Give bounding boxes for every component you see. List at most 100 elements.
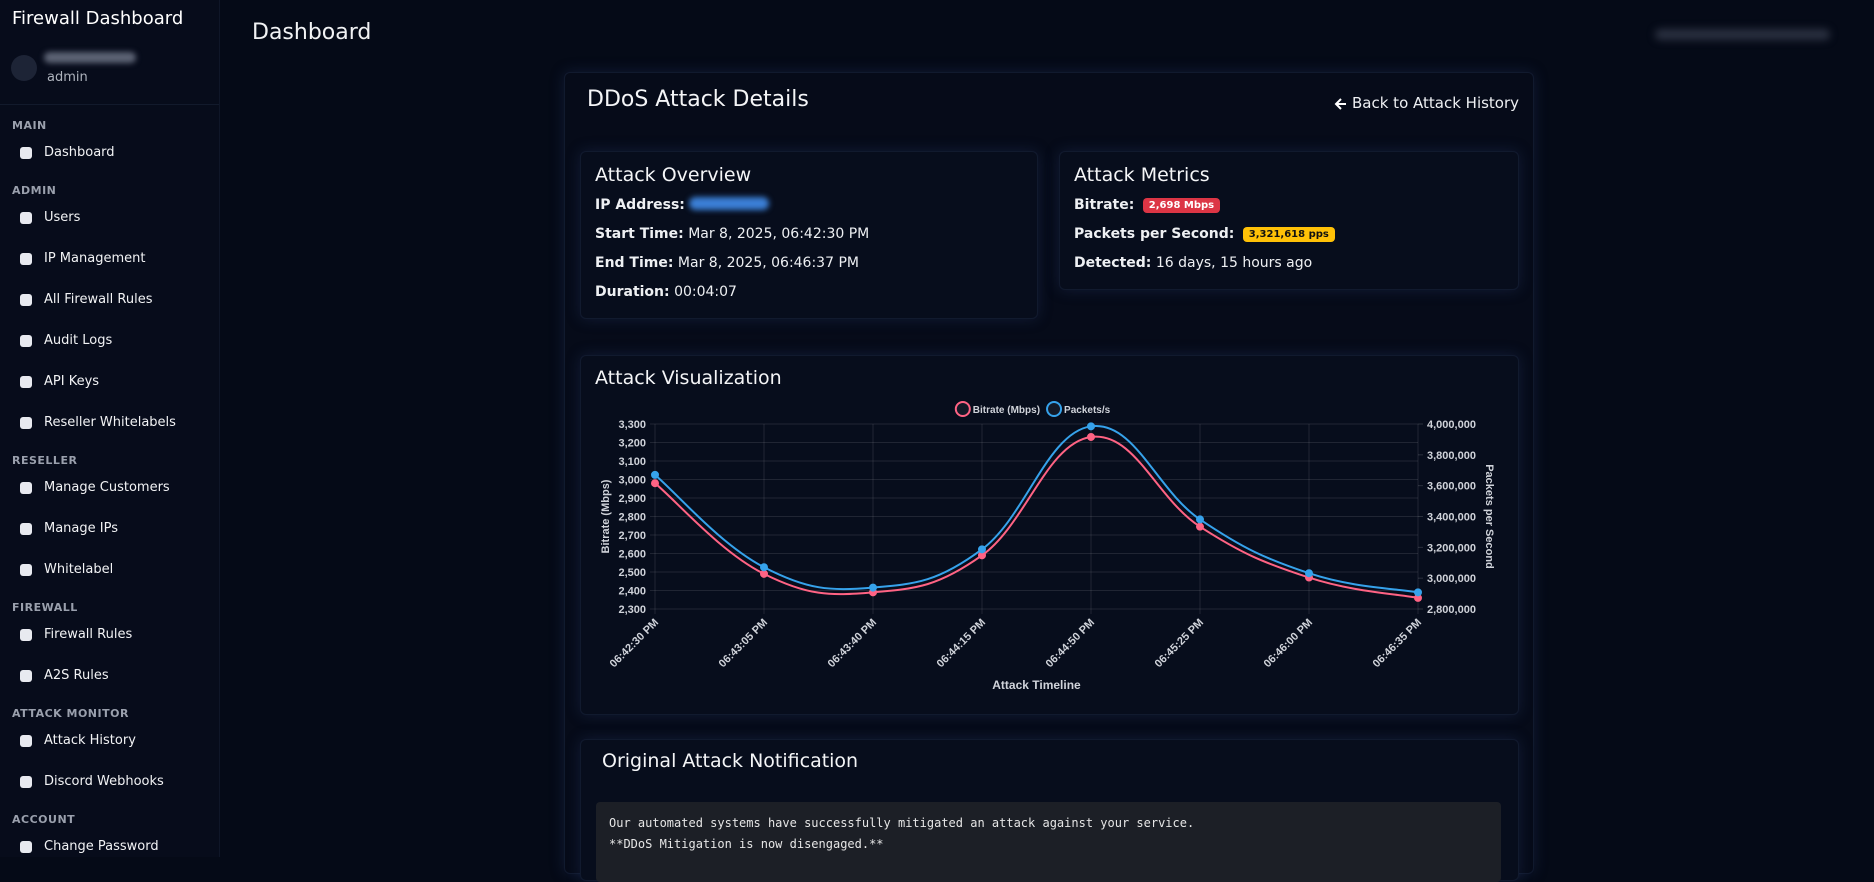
- field: Bitrate: 2,698 Mbps: [1074, 197, 1221, 213]
- nav-section: ATTACK MONITOR: [12, 707, 129, 720]
- y-tick-label: 2,400: [618, 586, 646, 598]
- field-label: Start Time:: [595, 226, 684, 242]
- nav-item[interactable]: Users: [44, 210, 81, 225]
- field: End Time: Mar 8, 2025, 06:46:37 PM: [595, 255, 859, 271]
- field-label: Bitrate:: [1074, 197, 1135, 213]
- y2-tick-label: 3,000,000: [1427, 573, 1476, 585]
- chart-title: Attack Visualization: [595, 367, 782, 389]
- nav-icon: [20, 523, 32, 535]
- nav-item[interactable]: All Firewall Rules: [44, 292, 153, 307]
- field-value-blurred: [689, 197, 770, 210]
- nav-icon: [20, 482, 32, 494]
- y2-tick-label: 3,400,000: [1427, 512, 1476, 524]
- field-label: End Time:: [595, 255, 674, 271]
- nav-item[interactable]: A2S Rules: [44, 668, 109, 683]
- overview-card: Attack Overview IP Address: Start Time: …: [580, 151, 1038, 319]
- metrics-card: Attack Metrics Bitrate: 2,698 Mbps Packet…: [1059, 151, 1519, 290]
- y-tick-label: 2,500: [618, 567, 646, 579]
- nav-item[interactable]: Firewall Rules: [44, 627, 133, 642]
- notification-card: Original Attack Notification Our automat…: [580, 739, 1519, 882]
- x-tick-label: 06:44:15 PM: [935, 617, 988, 670]
- field-badge: 3,321,618 pps: [1242, 227, 1335, 242]
- details-title: DDoS Attack Details: [587, 87, 809, 112]
- nav-item[interactable]: Attack History: [44, 733, 136, 748]
- field-value: Mar 8, 2025, 06:42:30 PM: [688, 226, 870, 242]
- account-blurred: [1655, 29, 1830, 40]
- nav-section: MAIN: [12, 119, 47, 132]
- y-tick-label: 3,000: [618, 475, 646, 487]
- legend-label: Bitrate (Mbps): [973, 405, 1040, 416]
- field-label: Detected:: [1074, 255, 1152, 271]
- page-title: Dashboard: [252, 20, 372, 45]
- field-value: 00:04:07: [674, 284, 737, 300]
- field: Detected: 16 days, 15 hours ago: [1074, 255, 1312, 271]
- divider: [0, 104, 219, 105]
- data-point: [651, 479, 659, 488]
- nav-item[interactable]: API Keys: [44, 374, 100, 389]
- nav-item[interactable]: Discord Webhooks: [44, 774, 164, 789]
- field: Duration: 00:04:07: [595, 284, 737, 300]
- nav-item[interactable]: Audit Logs: [44, 333, 113, 348]
- nav-icon: [20, 376, 32, 388]
- data-point: [1196, 515, 1204, 524]
- nav-icon: [20, 212, 32, 224]
- nav-icon: [20, 147, 32, 159]
- nav-icon: [20, 735, 32, 747]
- nav-section: ADMIN: [12, 184, 57, 197]
- data-point: [978, 545, 986, 554]
- notification-box: Our automated systems have successfully …: [596, 802, 1501, 882]
- field: IP Address:: [595, 197, 770, 213]
- y-tick-label: 3,100: [618, 456, 646, 468]
- data-point: [1087, 432, 1095, 441]
- x-axis-title: Attack Timeline: [992, 678, 1081, 692]
- notification-title: Original Attack Notification: [602, 750, 859, 772]
- nav-item[interactable]: Dashboard: [44, 145, 115, 160]
- y2-tick-label: 4,000,000: [1427, 419, 1476, 431]
- nav-item[interactable]: Manage Customers: [44, 480, 170, 495]
- y2-axis-title: Packets per Second: [1483, 464, 1495, 569]
- x-tick-label: 06:46:00 PM: [1262, 617, 1315, 670]
- nav-icon: [20, 253, 32, 265]
- user-role: admin: [47, 70, 88, 85]
- overview-title: Attack Overview: [595, 164, 752, 186]
- back-link[interactable]: Back to Attack History: [1352, 94, 1520, 112]
- y-tick-label: 2,700: [618, 530, 646, 542]
- nav-item[interactable]: Manage IPs: [44, 521, 118, 536]
- field-value: 16 days, 15 hours ago: [1155, 255, 1313, 271]
- y2-tick-label: 2,800,000: [1427, 604, 1476, 616]
- y-tick-label: 2,800: [618, 512, 646, 524]
- nav-section: FIREWALL: [12, 601, 78, 614]
- nav-icon: [20, 335, 32, 347]
- nav-icon: [20, 670, 32, 682]
- legend-label: Packets/s: [1064, 405, 1111, 416]
- nav-item[interactable]: Reseller Whitelabels: [44, 415, 176, 430]
- legend-swatch: [1046, 401, 1063, 417]
- field-label: IP Address:: [595, 197, 685, 213]
- x-tick-label: 06:44:50 PM: [1044, 617, 1097, 670]
- series-line: [654, 425, 1419, 594]
- nav-section: RESELLER: [12, 454, 78, 467]
- nav-item[interactable]: IP Management: [44, 251, 146, 266]
- nav-icon: [20, 841, 32, 853]
- y-tick-label: 3,200: [618, 438, 646, 450]
- x-tick-label: 06:46:35 PM: [1371, 617, 1424, 670]
- avatar: [11, 55, 37, 81]
- x-tick-label: 06:43:05 PM: [717, 617, 770, 670]
- nav-icon: [20, 417, 32, 429]
- x-tick-label: 06:42:30 PM: [608, 617, 661, 670]
- data-point: [1087, 422, 1095, 431]
- nav-icon: [20, 564, 32, 576]
- field-label: Duration:: [595, 284, 670, 300]
- y-tick-label: 2,600: [618, 549, 646, 561]
- y-tick-label: 2,300: [618, 604, 646, 616]
- field: Packets per Second: 3,321,618 pps: [1074, 226, 1335, 242]
- brand: Firewall Dashboard: [12, 8, 184, 29]
- data-point: [869, 583, 877, 592]
- nav-item[interactable]: Whitelabel: [44, 562, 114, 577]
- y-tick-label: 3,300: [618, 419, 646, 431]
- field-value: Mar 8, 2025, 06:46:37 PM: [677, 255, 859, 271]
- user-name-blurred: [44, 52, 136, 63]
- sidebar: Firewall Dashboard admin MAIN Dashboard AD…: [0, 0, 220, 857]
- nav-item[interactable]: Change Password: [44, 839, 159, 854]
- y2-tick-label: 3,800,000: [1427, 450, 1476, 462]
